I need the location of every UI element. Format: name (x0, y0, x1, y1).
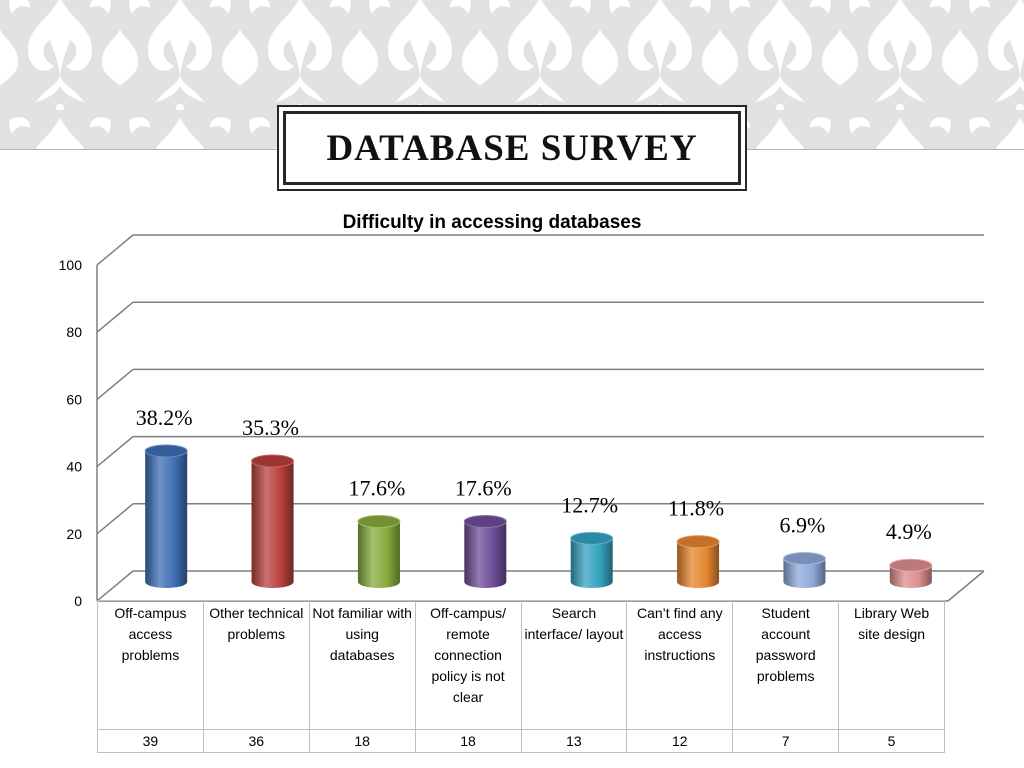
gridline (96, 435, 984, 468)
title-frame: DATABASE SURVEY (277, 105, 747, 191)
y-tick-label: 40 (66, 459, 82, 475)
bar (144, 444, 188, 588)
category-row: Off-campus access problems Other technica… (97, 600, 945, 730)
data-label: 6.9% (780, 512, 826, 537)
slide-title: DATABASE SURVEY (326, 127, 698, 169)
title-frame-inner: DATABASE SURVEY (283, 111, 741, 185)
data-label: 17.6% (455, 476, 512, 501)
data-label: 11.8% (668, 496, 724, 521)
gridline (96, 503, 984, 535)
y-tick-label: 0 (74, 593, 82, 609)
table-value-cell: 39 (97, 729, 204, 753)
data-label: 12.7% (561, 492, 618, 517)
bar (889, 558, 933, 588)
x-tick-label: Student account password problems (732, 600, 840, 730)
bar (357, 515, 401, 588)
table-value-cell: 13 (520, 729, 628, 753)
x-tick-label: Search interface/ layout (520, 600, 628, 730)
value-row: 39 36 18 18 13 12 7 5 (97, 729, 945, 753)
data-label: 38.2% (136, 405, 193, 430)
gridline (96, 570, 984, 602)
x-tick-label: Other technical problems (202, 600, 310, 730)
chart-title: Difficulty in accessing databases (342, 212, 642, 233)
table-value-cell: 5 (838, 729, 945, 753)
table-value-cell: 18 (414, 729, 522, 753)
x-tick-label: Can’t find any access instructions (626, 600, 734, 730)
x-tick-label: Library Web site design (838, 600, 945, 730)
x-tick-label: Off-campus access problems (97, 600, 204, 730)
table-value-cell: 18 (308, 729, 416, 753)
bar (782, 551, 826, 588)
y-tick-label: 20 (66, 526, 82, 542)
data-label: 17.6% (349, 476, 406, 501)
x-tick-label: Off-campus/ remote connection policy is … (414, 600, 522, 730)
gridline (96, 301, 984, 333)
y-tick-label: 60 (66, 391, 82, 407)
y-tick-label: 100 (59, 257, 83, 273)
gridline (96, 234, 984, 266)
damask-banner (0, 0, 1024, 150)
data-label: 4.9% (886, 519, 932, 544)
floor-right-edge (947, 570, 985, 602)
bar (251, 454, 295, 588)
gridline (96, 368, 984, 400)
y-tick-label: 80 (66, 324, 82, 340)
bar (570, 531, 614, 588)
chart-data-table: Off-campus access problems Other technica… (97, 600, 945, 753)
bar (463, 515, 507, 588)
table-value-cell: 12 (626, 729, 734, 753)
bar (676, 535, 720, 588)
data-label: 35.3% (242, 415, 299, 440)
table-value-cell: 36 (202, 729, 310, 753)
table-value-cell: 7 (732, 729, 840, 753)
x-tick-label: Not familiar with using databases (308, 600, 416, 730)
